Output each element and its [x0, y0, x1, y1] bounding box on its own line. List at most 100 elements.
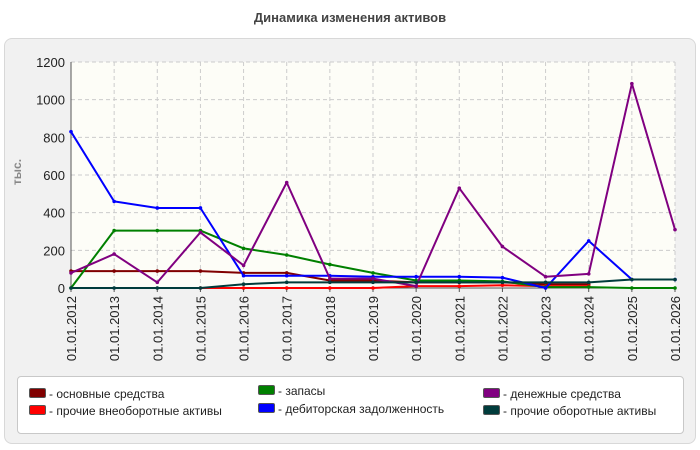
series-point — [630, 286, 634, 290]
series-point — [414, 280, 418, 285]
series-point — [630, 81, 634, 86]
series-point — [69, 286, 73, 290]
series-point — [284, 253, 289, 257]
series-point — [284, 180, 289, 185]
series-point — [673, 286, 677, 290]
x-tick-label: 01.01.2022 — [495, 296, 510, 361]
series-point — [284, 271, 289, 275]
x-tick-label: 01.01.2015 — [193, 296, 208, 361]
series-point — [586, 280, 591, 285]
series-point — [198, 269, 203, 273]
x-tick-label: 01.01.2025 — [625, 296, 640, 361]
legend-item-inventory: - запасы — [258, 383, 326, 398]
series-point — [500, 283, 505, 287]
series-point — [543, 280, 548, 285]
series-point — [457, 274, 462, 279]
series-point — [371, 280, 375, 285]
legend-label-inventory: - запасы — [278, 383, 326, 398]
series-point — [500, 244, 505, 249]
series-point — [241, 263, 246, 268]
legend: - основные средства - прочие внеоборотны… — [17, 376, 684, 434]
series-point — [543, 286, 548, 290]
legend-swatch-other-noncurrent — [29, 404, 46, 415]
series-point — [586, 285, 591, 289]
chart-title: Динамика изменения активов — [253, 10, 447, 25]
series-point — [630, 277, 634, 282]
series-point — [586, 272, 591, 276]
x-tick-label: 01.01.2012 — [64, 296, 79, 361]
series-point — [371, 271, 375, 275]
x-tick-label: 01.01.2019 — [366, 296, 381, 361]
series-point — [69, 271, 73, 275]
series-point — [500, 280, 505, 285]
series-point — [457, 186, 462, 190]
x-tick-label: 01.01.2021 — [452, 296, 467, 361]
y-axis-label: тыс. — [10, 159, 24, 185]
x-tick-label: 01.01.2024 — [582, 296, 597, 361]
legend-item-other-current: - прочие оборотные активы — [483, 403, 657, 418]
series-point — [414, 274, 418, 279]
x-tick-label: 01.01.2016 — [237, 296, 252, 361]
legend-item-receivables: - дебиторская задолженность — [258, 401, 445, 416]
legend-swatch-fixed-assets — [29, 387, 46, 398]
series-point — [328, 276, 332, 281]
legend-item-cash: - денежные средства — [483, 386, 621, 401]
series-point — [112, 269, 116, 273]
series-point — [198, 230, 203, 235]
series-line — [200, 284, 589, 289]
legend-label-other-current: - прочие оборотные активы — [503, 403, 657, 418]
x-tick-label: 01.01.2018 — [323, 296, 338, 361]
series-point — [198, 286, 203, 290]
series-point — [284, 280, 289, 285]
x-tick-label: 01.01.2020 — [409, 296, 424, 361]
series-point — [198, 206, 203, 210]
y-tick-label: 1200 — [36, 55, 65, 70]
x-tick-label: 01.01.2013 — [107, 296, 122, 361]
y-tick-label: 200 — [43, 243, 65, 258]
series-point — [241, 282, 246, 287]
legend-swatch-cash — [483, 387, 500, 398]
series-point — [457, 284, 462, 288]
legend-label-other-noncurrent: - прочие внеоборотные активы — [49, 403, 222, 418]
y-tick-label: 400 — [43, 206, 65, 221]
series-point — [112, 286, 116, 290]
series-point — [241, 286, 246, 290]
series-point — [543, 274, 548, 279]
series-point — [155, 269, 160, 273]
series-point — [155, 280, 160, 285]
y-tick-label: 600 — [43, 168, 65, 183]
legend-label-cash: - денежные средства — [503, 386, 621, 401]
series-point — [673, 227, 677, 232]
series-point — [328, 262, 332, 267]
series-point — [241, 273, 246, 278]
y-tick-label: 0 — [58, 281, 65, 296]
series-point — [241, 246, 246, 251]
y-tick-label: 1000 — [36, 93, 65, 108]
legend-item-fixed-assets: - основные средства — [29, 386, 165, 401]
series-point — [328, 286, 332, 290]
x-tick-label: 01.01.2017 — [280, 296, 295, 361]
series-point — [371, 286, 375, 290]
series-point — [284, 286, 289, 290]
x-tick-label: 01.01.2014 — [150, 296, 165, 361]
series-point — [328, 280, 332, 285]
legend-label-fixed-assets: - основные средства — [49, 386, 165, 401]
legend-swatch-receivables — [258, 402, 275, 413]
series-point — [414, 284, 418, 288]
series-point — [457, 280, 462, 285]
series-point — [155, 228, 160, 233]
series-point — [112, 252, 116, 256]
legend-swatch-other-current — [483, 404, 500, 415]
series-point — [112, 199, 116, 204]
series-point — [500, 275, 505, 280]
y-tick-label: 800 — [43, 130, 65, 145]
legend-item-other-noncurrent: - прочие внеоборотные активы — [29, 403, 222, 418]
series-point — [112, 228, 116, 233]
series-point — [69, 129, 73, 134]
series-point — [155, 206, 160, 210]
series-point — [586, 239, 591, 243]
legend-label-receivables: - дебиторская задолженность — [278, 401, 445, 416]
x-tick-label: 01.01.2026 — [668, 296, 683, 361]
series-point — [673, 277, 677, 282]
